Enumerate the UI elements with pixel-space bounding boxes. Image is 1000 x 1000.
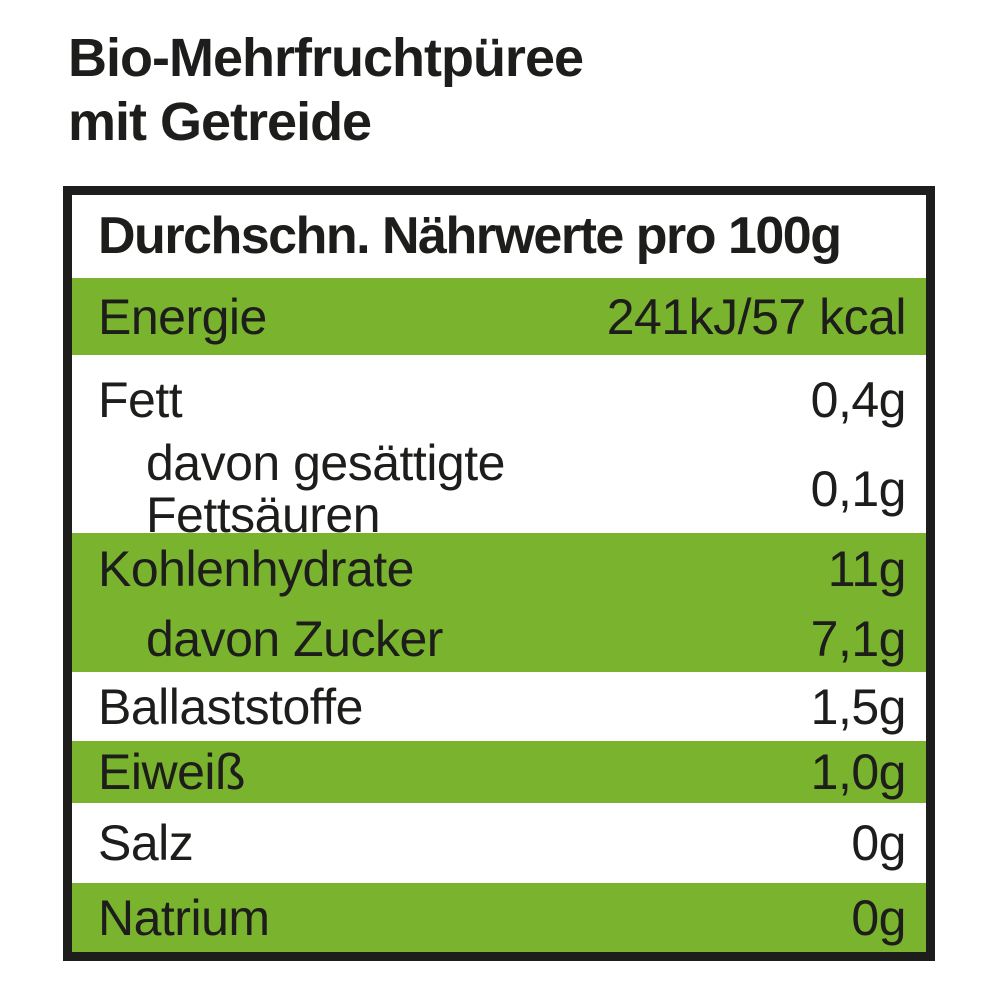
row-label: Ballaststoffe [98,678,363,735]
row-label: Fett [98,372,183,428]
row-value: 0,1g [810,461,907,517]
row-label: Eiweiß [98,744,246,800]
row-value: 1,5g [810,678,907,735]
row-value: 1,0g [810,744,907,800]
nutrition-table-header-label: Durchschn. Nährwerte pro 100g [98,207,842,266]
nutrition-row-kohlenhydrate: Kohlenhydrate 11g [72,533,926,605]
product-title-line2: mit Getreide [68,92,372,152]
row-label: Salz [98,815,194,871]
row-label: Natrium [98,889,270,946]
nutrition-table-header: Durchschn. Nährwerte pro 100g [72,195,926,278]
row-label: Kohlenhydrate [98,541,414,597]
row-value: 0g [851,889,906,946]
product-title-line1: Bio-Mehrfruchtpüree [68,28,584,88]
row-value: 7,1g [810,610,907,667]
product-title: Bio-Mehrfruchtpüree mit Getreide [68,26,584,154]
row-label: Energie [98,288,267,345]
row-label: davon Zucker [146,610,443,667]
nutrition-row-salz: Salz 0g [72,803,926,883]
nutrition-table: Durchschn. Nährwerte pro 100g Energie 24… [63,186,935,961]
row-value: 241kJ/57 kcal [606,288,907,345]
nutrition-row-fett: Fett 0,4g [72,355,926,445]
row-value: 11g [827,541,907,597]
row-value: 0g [851,815,906,871]
nutrition-row-gesaettigte-fettsaeuren: davon gesättigte Fettsäuren 0,1g [72,437,926,541]
nutrition-row-ballaststoffe: Ballaststoffe 1,5g [72,672,926,741]
nutrition-row-energie: Energie 241kJ/57 kcal [72,278,926,355]
nutrition-row-natrium: Natrium 0g [72,883,926,952]
nutrition-row-eiweiss: Eiweiß 1,0g [72,741,926,803]
nutrition-row-davon-zucker: davon Zucker 7,1g [72,605,926,672]
row-value: 0,4g [810,372,907,428]
row-label: davon gesättigte Fettsäuren [146,435,505,543]
